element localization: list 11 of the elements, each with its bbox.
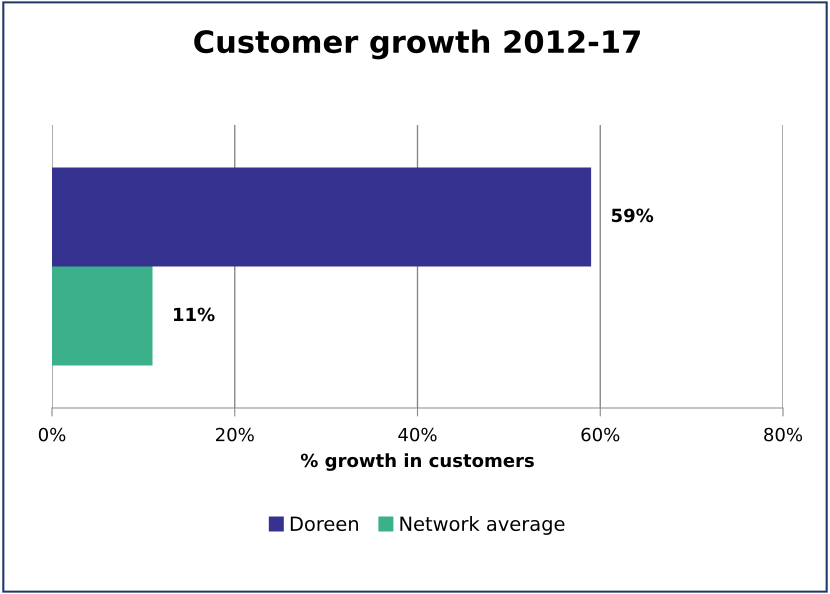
legend-label: Network average	[400, 516, 564, 535]
chart-title: Customer growth 2012-17	[194, 30, 640, 60]
x-tick-label: 20%	[216, 428, 254, 442]
x-axis-title: % growth in customers	[300, 453, 534, 471]
data-label: 11%	[174, 308, 215, 322]
x-tick-label: 80%	[764, 428, 802, 442]
x-tick-label: 40%	[398, 428, 437, 442]
data-label: 59%	[612, 208, 654, 222]
x-tick-label: 0%	[38, 428, 66, 442]
x-tick-label: 60%	[581, 428, 620, 442]
legend-label: Doreen	[290, 516, 358, 532]
